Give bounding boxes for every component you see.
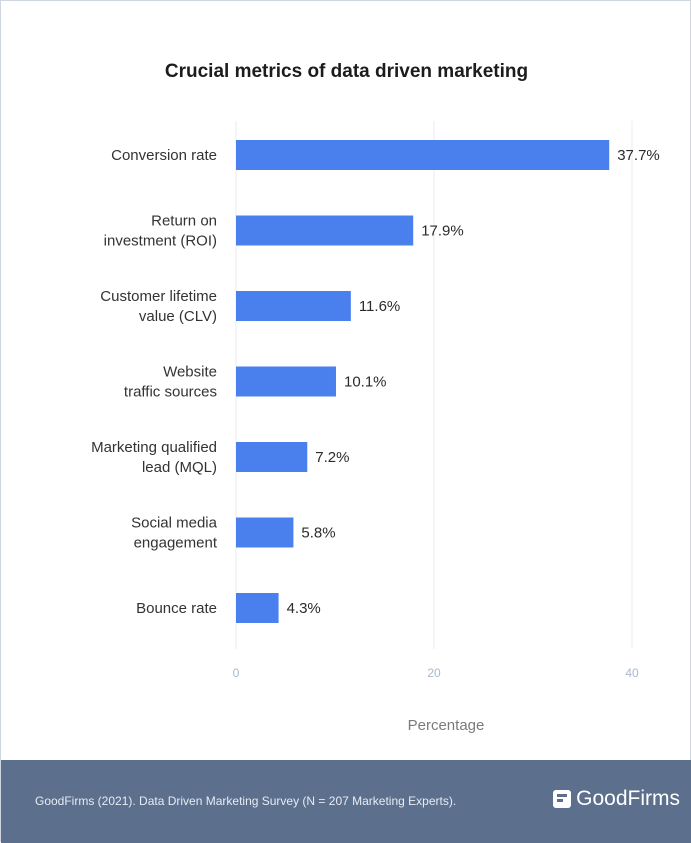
value-labels: 37.7% 17.9% 11.6% 10.1% 7.2% 5.8% 4.3% [287,147,660,617]
bar [236,366,336,397]
goodfirms-logo-icon [553,790,572,808]
category-label: Website traffic sources [124,364,217,401]
brand-name: GoodFirms [576,787,680,810]
category-label: Social media engagement [131,515,218,552]
x-tick-label: 0 [233,666,240,680]
bar [236,215,414,246]
bar [236,442,308,472]
value-label: 11.6% [359,298,400,315]
bar-chart: Conversion rate Return on investment (ROI)… [91,121,660,734]
x-axis-title: Percentage [408,717,485,734]
x-tick-labels: 0 20 40 [233,666,639,680]
chart-title: Crucial metrics of data driven marketing [164,61,529,82]
value-label: 5.8% [301,525,335,542]
category-label: Conversion rate [111,147,217,164]
bar [236,593,279,623]
value-label: 37.7% [617,147,660,164]
category-labels: Conversion rate Return on investment (ROI)… [91,147,218,617]
bars [236,140,610,623]
x-tick-label: 20 [427,666,441,680]
category-label: Bounce rate [136,600,217,617]
brand-logo: GoodFirms [553,787,680,811]
category-label: Customer lifetime value (CLV) [100,288,217,325]
source-note: GoodFirms (2021). Data Driven Marketing … [35,794,457,808]
bar [236,291,351,321]
x-tick-label: 40 [625,666,639,680]
category-label: Marketing qualified lead (MQL) [91,439,217,476]
bar [236,140,610,170]
category-label: Return on investment (ROI) [104,213,217,250]
value-label: 10.1% [344,374,387,391]
value-label: 4.3% [287,600,321,617]
footer-bar: GoodFirms (2021). Data Driven Marketing … [1,760,691,843]
bar [236,517,294,548]
value-label: 7.2% [315,449,349,466]
value-label: 17.9% [421,223,464,240]
